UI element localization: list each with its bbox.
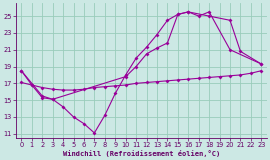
X-axis label: Windchill (Refroidissement éolien,°C): Windchill (Refroidissement éolien,°C)	[63, 150, 220, 156]
